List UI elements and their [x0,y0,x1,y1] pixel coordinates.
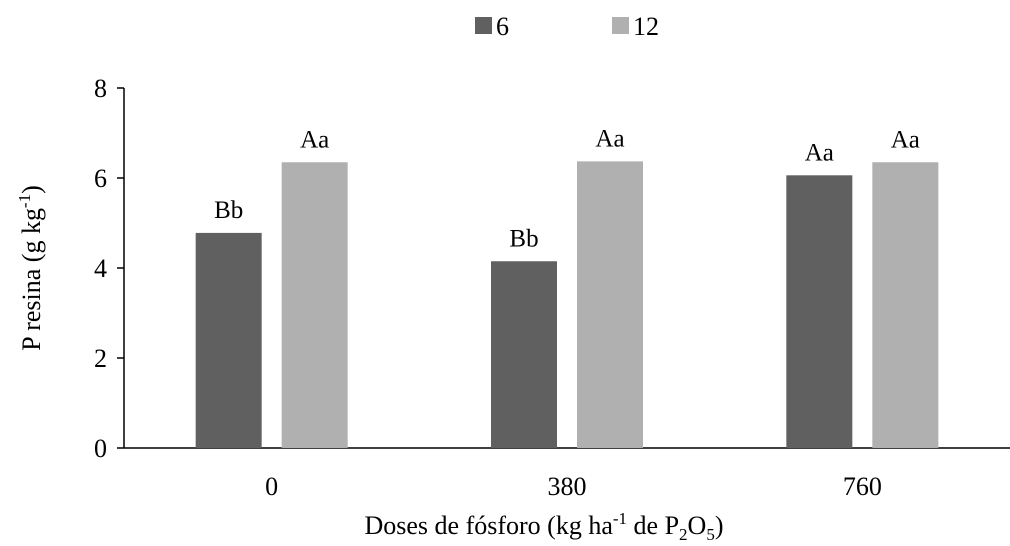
y-tick-label: 6 [94,164,107,193]
bar-series-2-cat-380 [577,161,643,448]
bar-series-2-cat-760 [872,162,939,448]
data-label: Aa [891,126,920,153]
data-label: Aa [805,139,834,166]
x-tick-label: 380 [548,472,587,501]
data-label: Aa [595,125,624,152]
x-axis-ticks: 0 380 760 [265,472,882,501]
x-tick-label: 0 [265,472,278,501]
x-axis-title: Doses de fósforo (kg ha-1 de P2O5) [364,509,723,544]
legend-label-series-2: 12 [633,12,659,41]
x-tick-label: 760 [843,472,882,501]
legend-label-series-1: 6 [496,12,509,41]
legend: 6 12 [475,12,659,41]
bar-series-2-cat-0 [281,162,348,448]
bar-series-1-cat-380 [491,261,557,448]
y-tick-label: 2 [94,344,107,373]
y-axis-ticks: 0 2 4 6 8 [94,74,124,463]
data-label: Aa [300,126,329,153]
legend-swatch-series-1 [475,17,492,34]
bar-series-1-cat-0 [195,232,262,448]
legend-swatch-series-2 [612,17,629,34]
y-axis-title: P resina (g kg-1) [15,185,46,351]
bar-series-1-cat-760 [786,175,853,449]
y-tick-label: 8 [94,74,107,103]
data-label: Bb [214,197,243,224]
y-tick-label: 0 [94,434,107,463]
y-tick-label: 4 [94,254,107,283]
bars: Bb Aa Bb Aa Aa Aa [195,125,939,449]
data-label: Bb [509,225,538,252]
